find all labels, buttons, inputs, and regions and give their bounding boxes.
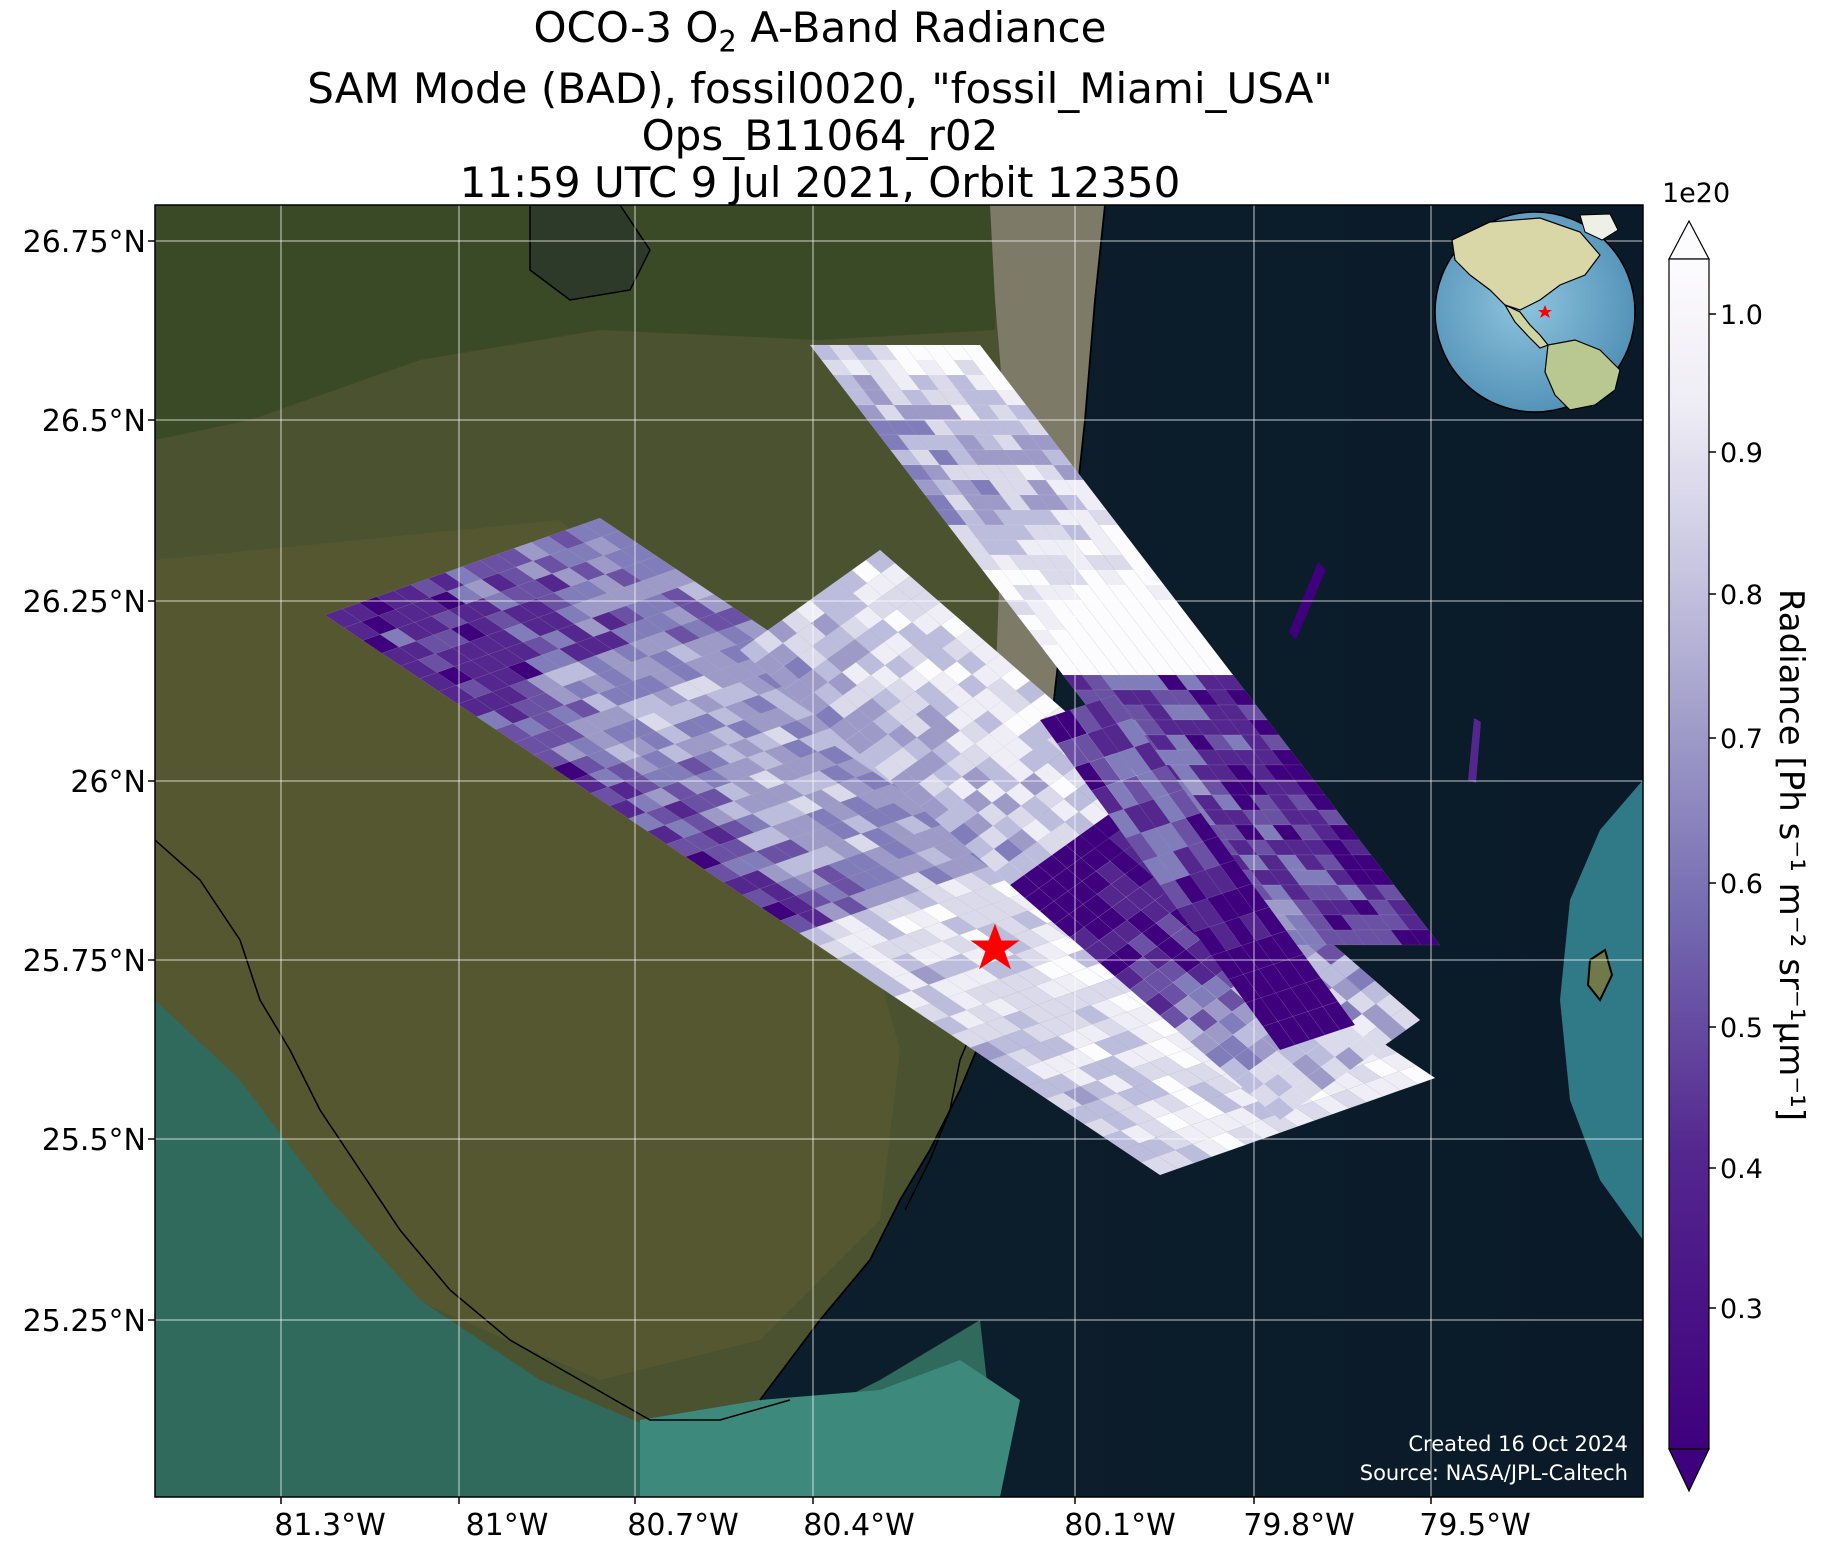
colorbar-exponent: 1e20: [1662, 178, 1730, 209]
swath-cell: [1390, 1006, 1421, 1031]
colorbar-lower-extension: [1668, 1448, 1710, 1493]
lon-tick-label: 80.4°W: [803, 1508, 914, 1543]
gulf-shallow-water: [155, 1000, 1000, 1497]
lon-tick-label: 79.8°W: [1243, 1508, 1354, 1543]
colorbar-tick-label: 1.0: [1720, 300, 1763, 331]
credit-created: Created 16 Oct 2024: [1408, 1432, 1628, 1456]
lon-tick-label: 79.5°W: [1419, 1508, 1530, 1543]
figure-title: OCO-3 O2 A-Band Radiance SAM Mode (BAD),…: [0, 4, 1640, 206]
target-star-marker: [970, 923, 1020, 970]
colorbar-label: Radiance [Ph s⁻¹ m⁻² sr⁻¹μm⁻¹]: [1771, 589, 1811, 1121]
swath-east-ocean: [1039, 694, 1356, 1051]
colorbar-tick-label: 0.9: [1720, 438, 1763, 469]
bahamas-shallows: [1560, 780, 1643, 1240]
colorbar-tick-label: 0.4: [1720, 1154, 1763, 1185]
lon-tick-label: 80.7°W: [627, 1508, 738, 1543]
agricultural-area: [155, 205, 1000, 440]
lat-tick-label: 26.25°N: [23, 585, 146, 620]
title-line-1: OCO-3 O2 A-Band Radiance: [533, 3, 1107, 59]
lon-tick-label: 80.1°W: [1064, 1508, 1175, 1543]
lat-tick-label: 26.5°N: [42, 404, 146, 439]
colorbar-tick-label: 0.5: [1720, 1013, 1763, 1044]
lat-tick-label: 25.25°N: [23, 1304, 146, 1339]
globe-inset: [1434, 211, 1636, 413]
florida-bay-water: [640, 1360, 1020, 1497]
gridlines: [155, 205, 1643, 1497]
lon-tick-label: 81.3°W: [274, 1508, 385, 1543]
lat-tick-label: 25.5°N: [42, 1123, 146, 1158]
ocean-sliver-2: [1468, 718, 1481, 783]
colorbar: 1e20 1.0 0.9 0.8 0.7 0.6 0.5 0.4 0.3 Rad…: [1662, 178, 1811, 1493]
sw-coastline: [155, 839, 791, 1421]
title-line-2: SAM Mode (BAD), fossil0020, "fossil_Miam…: [307, 64, 1333, 114]
swath-cell: [1322, 1001, 1356, 1031]
title-line-4: 11:59 UTC 9 Jul 2021, Orbit 12350: [459, 158, 1181, 208]
map-frame: [154, 204, 1644, 1498]
colorbar-ticks: [1709, 313, 1716, 1309]
colorbar-tick-label: 0.3: [1720, 1294, 1763, 1325]
lon-tick-label: 81°W: [466, 1508, 549, 1543]
globe-north-america: [1451, 217, 1601, 311]
credit-source: Source: NASA/JPL-Caltech: [1360, 1461, 1628, 1485]
lat-tick-label: 26.75°N: [23, 225, 146, 260]
colorbar-tick-label: 0.7: [1720, 724, 1763, 755]
lat-axis: 26.75°N 26.5°N 26.25°N 26°N 25.75°N 25.5…: [23, 225, 155, 1339]
swath-cell: [1398, 1065, 1436, 1085]
globe-greenland: [1579, 213, 1619, 241]
globe-south-america: [1544, 339, 1621, 411]
colorbar-upper-extension: [1668, 219, 1710, 260]
lat-tick-label: 25.75°N: [23, 944, 146, 979]
lon-axis: 81.3°W 81°W 80.7°W 80.4°W 80.1°W 79.8°W …: [274, 1497, 1531, 1543]
colorbar-tick-label: 0.6: [1720, 869, 1763, 900]
title-line-3: Ops_B11064_r02: [641, 111, 999, 161]
bimini-island: [1586, 948, 1614, 1002]
swath-cell: [1409, 929, 1441, 946]
radiance-swaths: [324, 344, 1441, 1176]
colorbar-tick-label: 0.8: [1720, 580, 1763, 611]
lake-okeechobee: [529, 205, 651, 301]
globe-target-star: [1538, 305, 1552, 318]
colorbar-gradient: [1668, 258, 1710, 1450]
map-panel[interactable]: Created 16 Oct 2024 Source: NASA/JPL-Cal…: [155, 205, 1643, 1497]
lat-tick-label: 26°N: [70, 765, 146, 800]
